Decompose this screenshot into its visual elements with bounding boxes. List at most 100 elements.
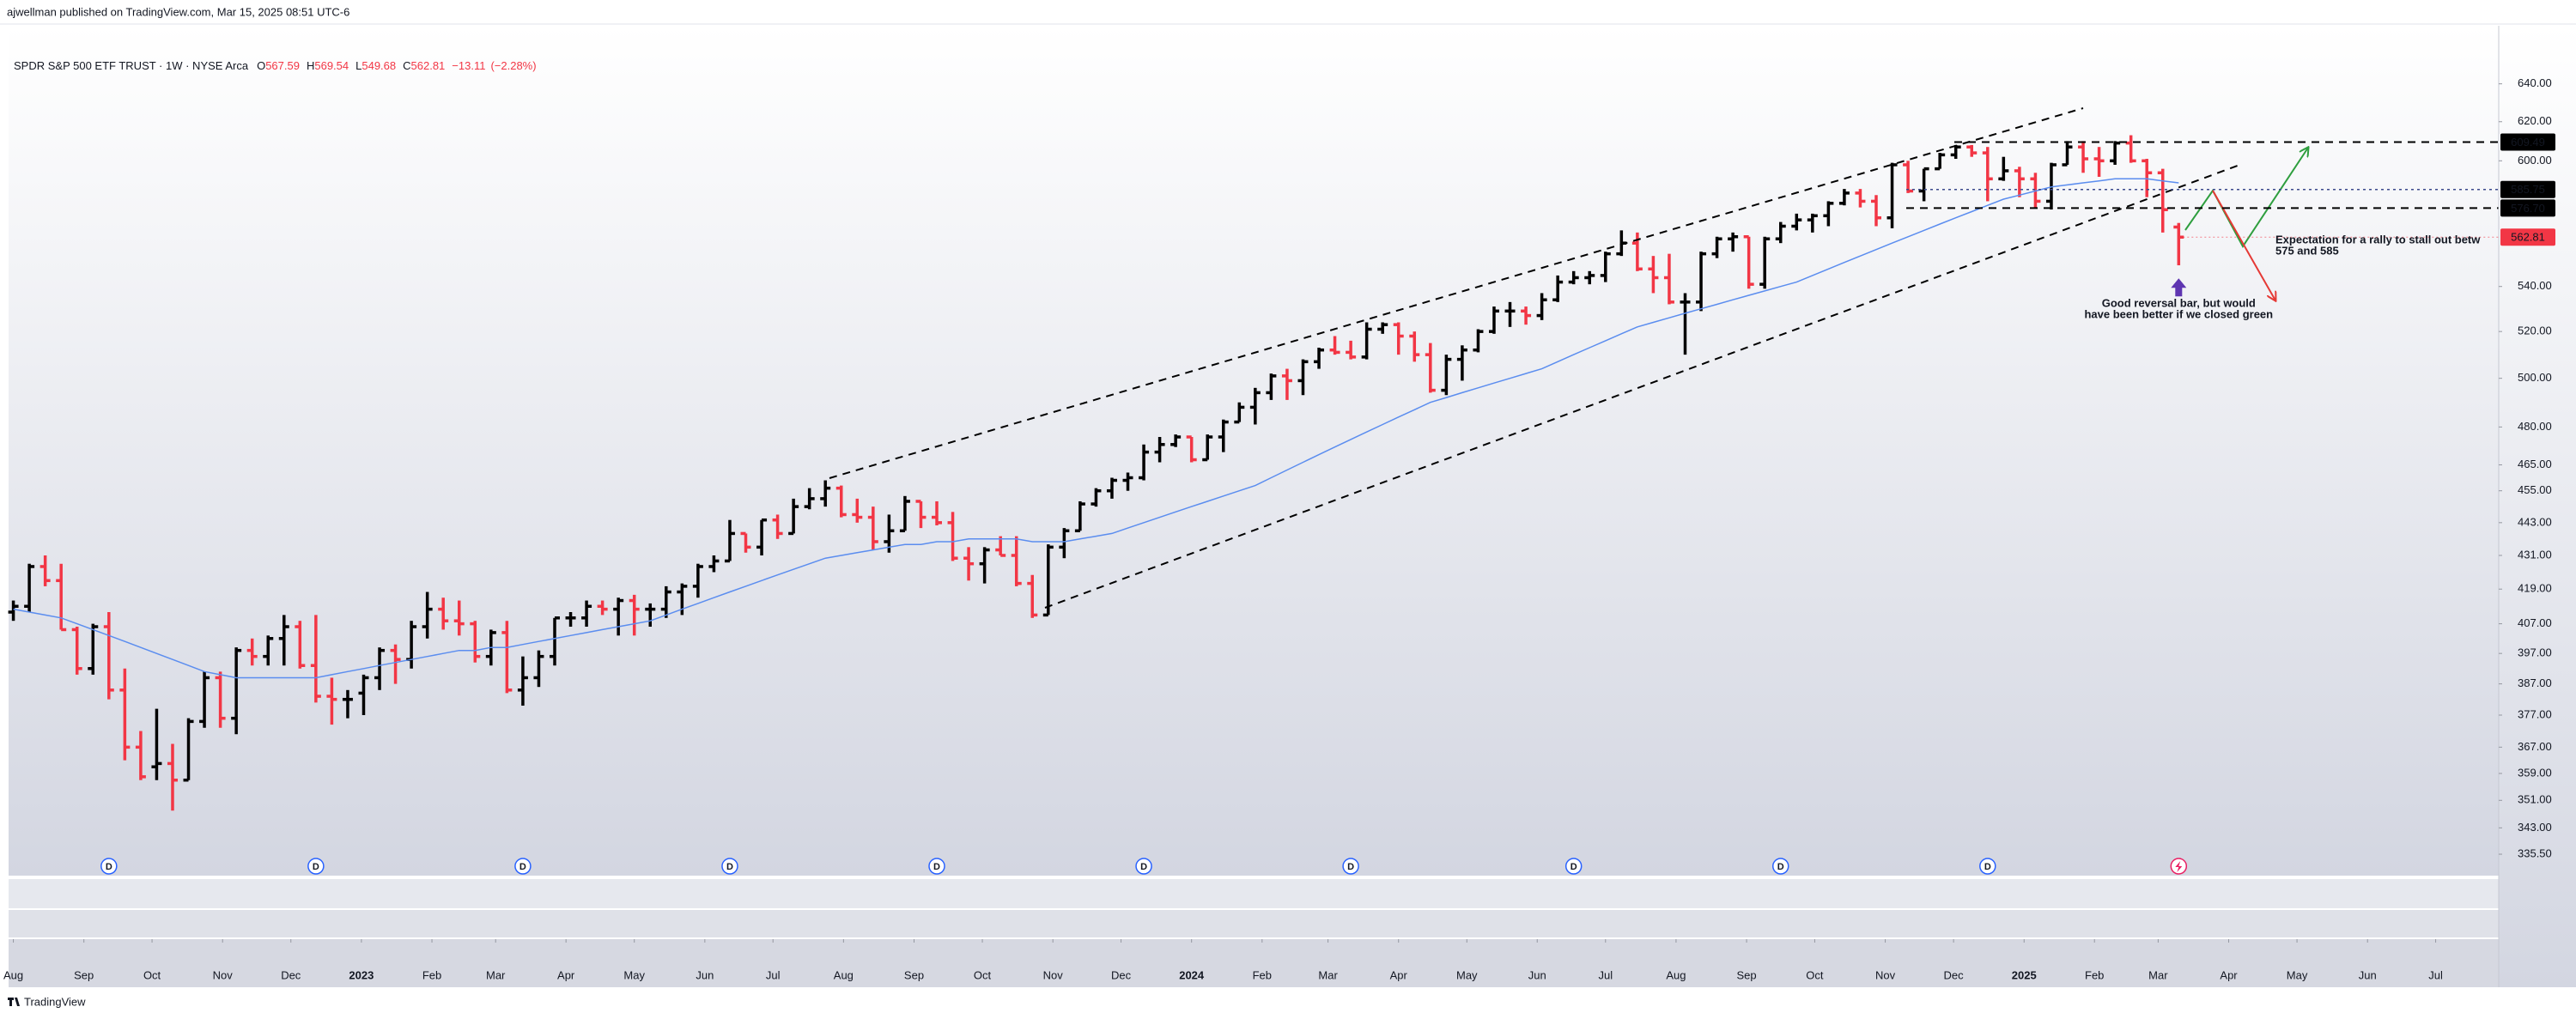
x-tick-label: Apr	[557, 968, 575, 981]
dividend-marker	[1771, 858, 1789, 875]
legend-change: −13.11	[452, 59, 485, 72]
annotation-text: Good reversal bar, but would	[2102, 296, 2256, 309]
empty-pane	[9, 879, 2499, 908]
x-tick-label: Oct	[143, 968, 161, 981]
x-tick-label: Aug	[1666, 968, 1686, 981]
dividend-marker	[928, 858, 945, 875]
x-tick-label: May	[1456, 968, 1478, 981]
last-price-label: 562.81	[2511, 231, 2545, 244]
y-tick-label: 335.50	[2518, 846, 2552, 859]
x-tick-label: Nov	[1043, 968, 1064, 981]
dividend-label: D	[1984, 862, 1991, 872]
x-tick-label: Jul	[766, 968, 781, 981]
x-tick-label: Dec	[1111, 968, 1132, 981]
x-tick-label: May	[623, 968, 645, 981]
dividend-label: D	[106, 862, 112, 872]
x-tick-label: Jun	[696, 968, 714, 981]
channel-lower	[1044, 163, 2243, 609]
dividend-marker	[514, 858, 532, 875]
level-label: 585.75	[2511, 183, 2545, 196]
legend-prefix: L	[355, 59, 361, 72]
x-tick-label: Mar	[486, 968, 506, 981]
dividend-label: D	[726, 862, 733, 872]
annotation-text: Expectation for a rally to stall out bet…	[2275, 233, 2481, 246]
x-tick-label: 2023	[349, 968, 374, 981]
y-tick-label: 351.00	[2518, 793, 2552, 806]
header-bar	[0, 0, 2576, 24]
x-tick-label: 2024	[1179, 968, 1205, 981]
x-tick-label: Jul	[1598, 968, 1613, 981]
y-tick-label: 343.00	[2518, 821, 2552, 834]
dividend-label: D	[1571, 862, 1577, 872]
x-tick-label: Aug	[834, 968, 854, 981]
dividend-marker	[721, 858, 738, 875]
x-tick-label: Mar	[1318, 968, 1338, 981]
x-tick-label: Sep	[74, 968, 94, 981]
y-tick-label: 397.00	[2518, 646, 2552, 659]
x-tick-label: Jul	[2428, 968, 2443, 981]
ma-layer	[13, 178, 2179, 679]
x-tick-label: Nov	[1875, 968, 1896, 981]
last-price-badge	[2500, 228, 2555, 246]
x-tick-label: Feb	[422, 968, 441, 981]
y-tick-label: 377.00	[2518, 707, 2552, 720]
event-icon	[2175, 861, 2183, 872]
logo-part	[9, 998, 12, 1006]
y-tick-label: 640.00	[2518, 76, 2552, 89]
x-tick-label: Dec	[281, 968, 301, 981]
x-tick-label: Sep	[904, 968, 924, 981]
dividend-label: D	[933, 862, 940, 872]
dividend-marker	[100, 858, 118, 875]
y-tick-label: 387.00	[2518, 676, 2552, 689]
y-tick-label: 480.00	[2518, 420, 2552, 433]
x-tick-label: Jun	[2359, 968, 2377, 981]
level-badge	[2500, 180, 2555, 198]
y-tick-label: 359.00	[2518, 766, 2552, 779]
legend-value: 569.54	[314, 59, 349, 72]
dividend-label: D	[1777, 862, 1784, 872]
x-tick-label: Jun	[1528, 968, 1546, 981]
reversal-arrow	[2171, 278, 2187, 297]
price-pane	[9, 26, 2499, 876]
x-tick-label: Oct	[974, 968, 992, 981]
dividend-label: D	[1347, 862, 1354, 872]
x-tick-label: Apr	[2220, 968, 2238, 981]
annotation-text: have been better if we closed green	[2084, 307, 2273, 320]
y-tick-label: 443.00	[2518, 515, 2552, 528]
y-tick-label: 540.00	[2518, 279, 2552, 292]
x-tick-label: Apr	[1390, 968, 1408, 981]
x-tick-label: Dec	[1944, 968, 1965, 981]
level-badge	[2500, 133, 2555, 151]
time-axis-bg	[9, 939, 2499, 987]
legend-value: 567.59	[265, 59, 300, 72]
dividend-marker	[1564, 858, 1583, 875]
dividend-label: D	[313, 862, 319, 872]
dividend-marker	[307, 858, 325, 875]
price-axis-bg	[2499, 26, 2576, 987]
dividend-marker	[1342, 858, 1359, 875]
dividend-marker	[1979, 858, 1996, 875]
y-tick-label: 431.00	[2518, 548, 2552, 561]
x-tick-label: Sep	[1736, 968, 1756, 981]
x-tick-label: May	[2287, 968, 2308, 981]
x-tick-label: Nov	[213, 968, 234, 981]
channel-upper	[829, 107, 2084, 479]
y-tick-label: 500.00	[2518, 371, 2552, 384]
drawings-layer	[829, 107, 2499, 609]
footer-brand: TradingView	[24, 995, 86, 1008]
x-tick-label: Aug	[3, 968, 23, 981]
legend-prefix: O	[257, 59, 265, 72]
logo-part	[15, 998, 20, 1006]
annotation-text: 575 and 585	[2275, 244, 2339, 257]
x-tick-label: Feb	[2085, 968, 2104, 981]
header-text: ajwellman published on TradingView.com, …	[7, 5, 349, 18]
level-label: 576.70	[2511, 202, 2545, 215]
legend-change-pct: (−2.28%)	[490, 59, 536, 72]
x-tick-label: Feb	[1253, 968, 1272, 981]
y-tick-label: 465.00	[2518, 458, 2552, 470]
legend-value: 549.68	[361, 59, 396, 72]
